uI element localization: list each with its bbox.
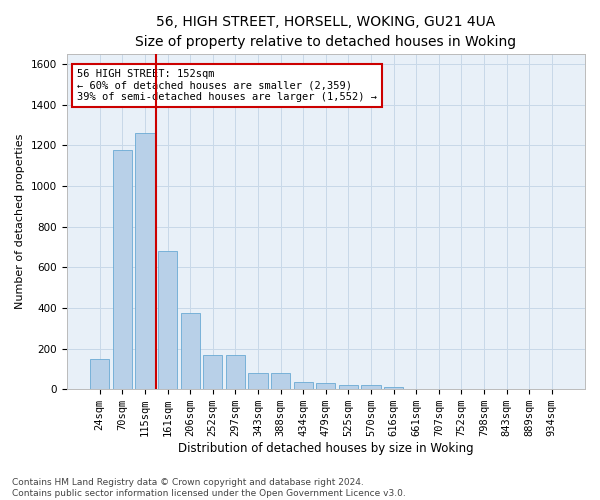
Bar	[271, 373, 290, 389]
Y-axis label: Number of detached properties: Number of detached properties	[15, 134, 25, 309]
Bar	[136, 133, 155, 389]
Text: 56 HIGH STREET: 152sqm
← 60% of detached houses are smaller (2,359)
39% of semi-: 56 HIGH STREET: 152sqm ← 60% of detached…	[77, 69, 377, 102]
Bar	[316, 383, 335, 389]
Bar	[113, 150, 132, 389]
Bar	[90, 358, 109, 389]
Bar	[248, 373, 268, 389]
Bar	[158, 251, 177, 389]
X-axis label: Distribution of detached houses by size in Woking: Distribution of detached houses by size …	[178, 442, 473, 455]
Bar	[384, 386, 403, 389]
Text: Contains HM Land Registry data © Crown copyright and database right 2024.
Contai: Contains HM Land Registry data © Crown c…	[12, 478, 406, 498]
Bar	[293, 382, 313, 389]
Bar	[226, 355, 245, 389]
Bar	[181, 313, 200, 389]
Title: 56, HIGH STREET, HORSELL, WOKING, GU21 4UA
Size of property relative to detached: 56, HIGH STREET, HORSELL, WOKING, GU21 4…	[135, 15, 517, 48]
Bar	[339, 385, 358, 389]
Bar	[203, 355, 223, 389]
Bar	[361, 385, 380, 389]
